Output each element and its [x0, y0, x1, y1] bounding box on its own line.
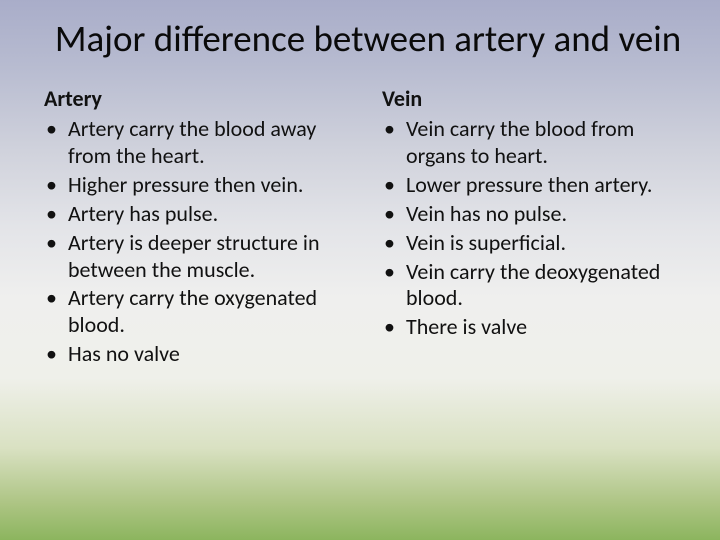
- list-item: Lower pressure then artery.: [382, 172, 692, 199]
- list-item: Artery has pulse.: [44, 201, 354, 228]
- right-column: Vein Vein carry the blood from organs to…: [382, 85, 692, 369]
- list-item: Artery carry the blood away from the hea…: [44, 116, 354, 170]
- list-item: Higher pressure then vein.: [44, 172, 354, 199]
- list-item: Vein is superficial.: [382, 230, 692, 257]
- list-item: There is valve: [382, 314, 692, 341]
- slide-title: Major difference between artery and vein: [44, 18, 692, 59]
- slide: Major difference between artery and vein…: [0, 0, 720, 540]
- right-list: Vein carry the blood from organs to hear…: [382, 116, 692, 341]
- right-heading: Vein: [382, 85, 692, 112]
- list-item: Has no valve: [44, 341, 354, 368]
- left-heading: Artery: [44, 85, 354, 112]
- list-item: Vein carry the deoxygenated blood.: [382, 259, 692, 313]
- columns: Artery Artery carry the blood away from …: [44, 85, 692, 369]
- list-item: Vein carry the blood from organs to hear…: [382, 116, 692, 170]
- list-item: Artery carry the oxygenated blood.: [44, 285, 354, 339]
- list-item: Artery is deeper structure in between th…: [44, 230, 354, 284]
- left-list: Artery carry the blood away from the hea…: [44, 116, 354, 367]
- left-column: Artery Artery carry the blood away from …: [44, 85, 354, 369]
- list-item: Vein has no pulse.: [382, 201, 692, 228]
